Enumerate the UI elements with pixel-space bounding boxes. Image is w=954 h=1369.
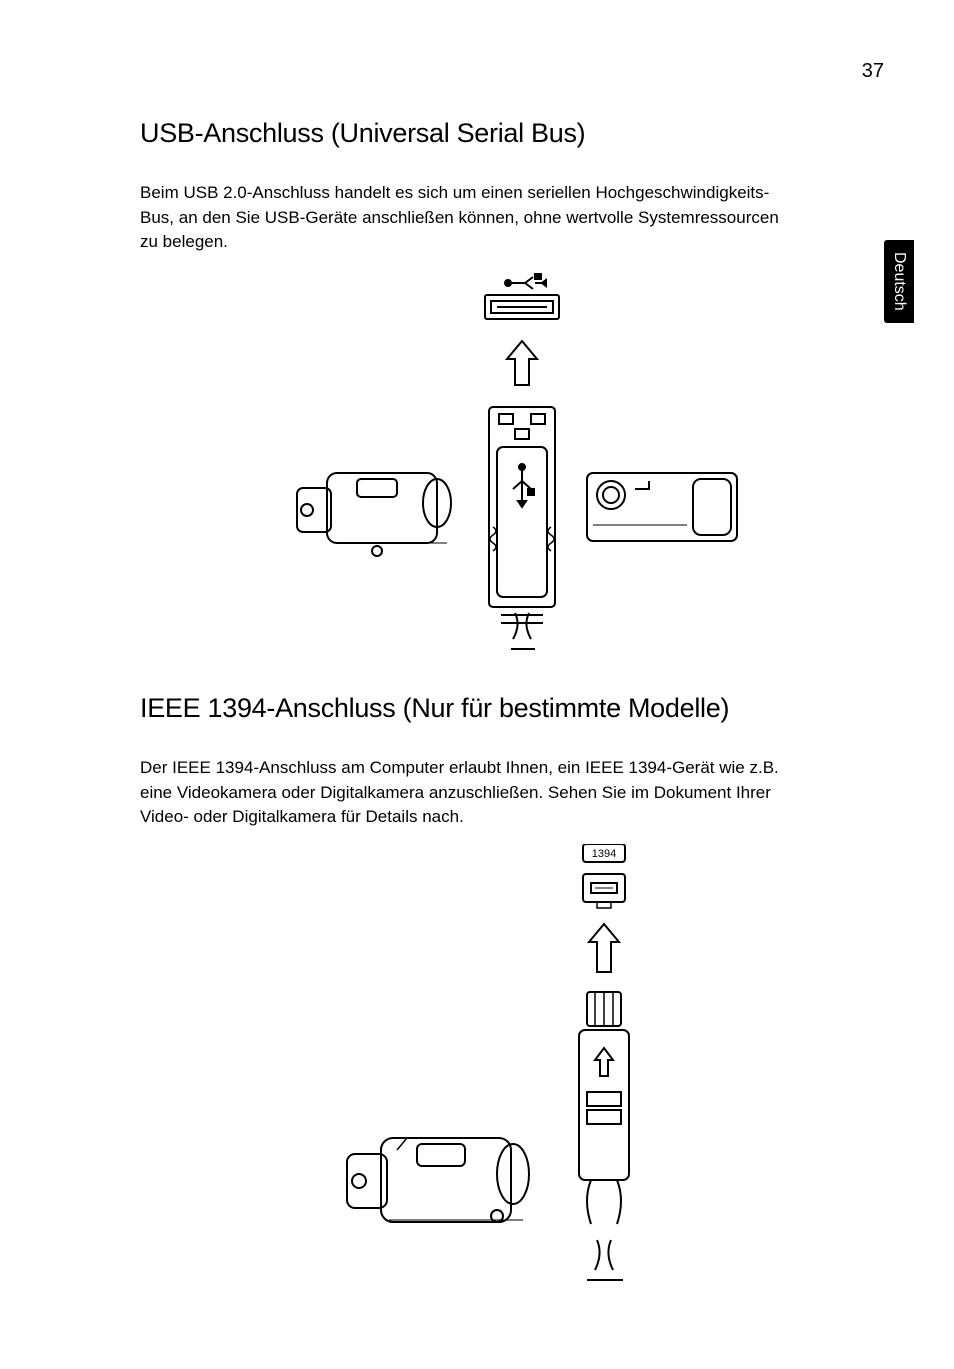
ieee1394-section-title: IEEE 1394-Anschluss (Nur für bestimmte M… <box>140 693 894 724</box>
ieee1394-paragraph: Der IEEE 1394-Anschluss am Computer erla… <box>140 756 780 830</box>
camcorder-icon <box>347 1138 529 1222</box>
svg-text:1394: 1394 <box>592 848 616 860</box>
page-number: 37 <box>862 60 884 83</box>
up-arrow-icon <box>507 341 537 385</box>
usb-port <box>485 295 559 319</box>
ieee1394-illustration-svg: 1394 <box>307 844 727 1324</box>
usb-paragraph: Beim USB 2.0-Anschluss handelt es sich u… <box>140 181 780 255</box>
usb-cable <box>511 613 535 649</box>
camcorder-icon <box>297 473 451 556</box>
up-arrow-icon <box>589 924 619 972</box>
ieee1394-figure: 1394 <box>140 844 894 1324</box>
port-label-1394: 1394 <box>583 844 625 862</box>
language-tab: Deutsch <box>884 240 914 323</box>
page: 37 Deutsch USB-Anschluss (Universal Seri… <box>0 0 954 1369</box>
firewire-plug-icon <box>587 992 621 1026</box>
usb-figure <box>140 273 894 653</box>
usb-plug-icon <box>489 407 555 623</box>
usb-icon <box>505 273 546 289</box>
firewire-plug-body <box>579 1030 629 1180</box>
digital-camera-icon <box>587 473 737 541</box>
firewire-cable <box>587 1180 623 1280</box>
usb-section-title: USB-Anschluss (Universal Serial Bus) <box>140 118 894 149</box>
usb-illustration-svg <box>237 273 797 653</box>
firewire-port-icon <box>583 874 625 908</box>
